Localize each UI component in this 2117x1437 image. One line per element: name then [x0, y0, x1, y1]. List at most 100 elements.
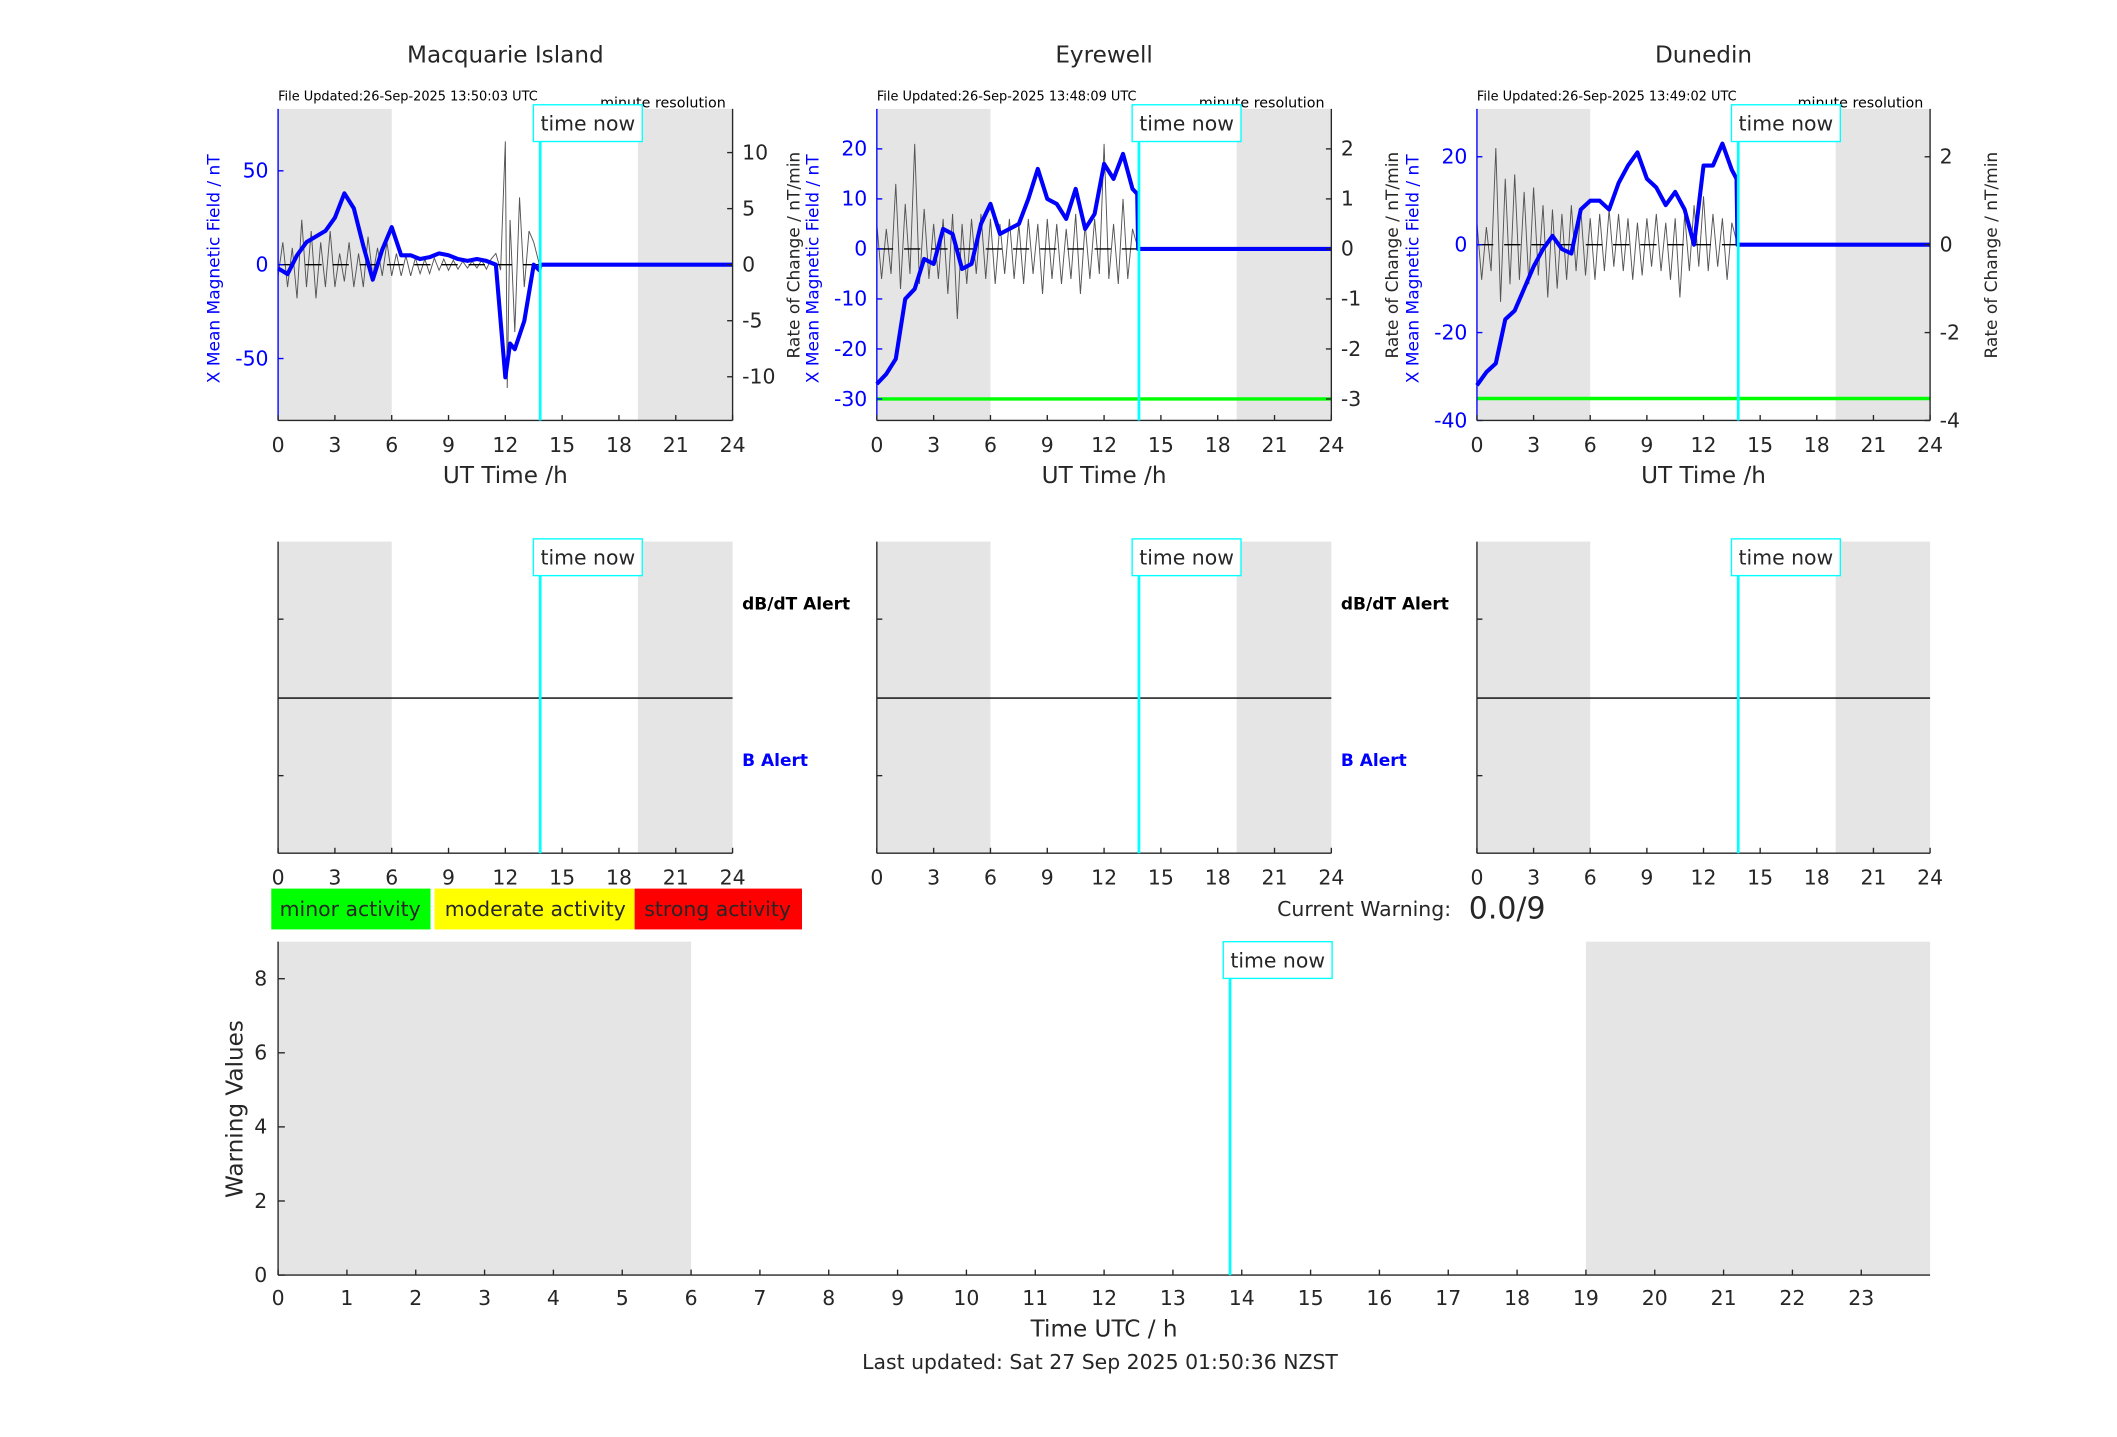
dbdt-alert-label: dB/dT Alert — [1341, 595, 1449, 615]
x-axis-label: UT Time /h — [1042, 463, 1167, 489]
x-tick-label: 0 — [870, 866, 883, 890]
x-tick-label: 0 — [1470, 866, 1483, 890]
y-tick-label: 8 — [254, 967, 267, 991]
x-tick-label: 6 — [685, 1286, 698, 1310]
y-axis-label: X Mean Magnetic Field / nT — [1403, 154, 1423, 384]
x-tick-label: 1 — [340, 1286, 353, 1310]
x-tick-label: 4 — [547, 1286, 560, 1310]
y2-tick-label: -2 — [1341, 337, 1361, 361]
time-now-label: time now — [540, 546, 635, 570]
x-tick-label: 15 — [549, 433, 575, 457]
legend-minor-swatch — [271, 888, 431, 930]
night-shading — [278, 941, 692, 1276]
y2-tick-label: 5 — [742, 196, 755, 220]
y-axis-label: Warning Values — [223, 1020, 249, 1198]
x-tick-label: 3 — [328, 866, 341, 890]
x-tick-label: 5 — [616, 1286, 629, 1310]
night-shading — [1585, 941, 1931, 1276]
dbdt-alert-label: dB/dT Alert — [742, 595, 850, 615]
x-tick-label: 15 — [549, 866, 575, 890]
y2-tick-label: -10 — [742, 365, 775, 389]
x-tick-label: 24 — [1917, 866, 1943, 890]
x-tick-label: 12 — [1091, 1286, 1117, 1310]
x-tick-label: 15 — [1747, 433, 1773, 457]
x-tick-label: 2 — [409, 1286, 422, 1310]
x-tick-label: 10 — [953, 1286, 979, 1310]
x-tick-label: 18 — [1504, 1286, 1530, 1310]
y2-tick-label: 1 — [1341, 187, 1354, 211]
time-now-box — [1222, 940, 1333, 980]
y2-tick-label: 10 — [742, 140, 768, 164]
legend-strong-label: strong activity — [644, 897, 791, 921]
x-tick-label: 18 — [606, 433, 632, 457]
x-tick-label: 17 — [1435, 1286, 1461, 1310]
y2-axis-label: Rate of Change / nT/min — [1982, 152, 2002, 359]
y2-tick-label: 2 — [1341, 137, 1354, 161]
x-tick-label: 21 — [1262, 866, 1288, 890]
x-tick-label: 18 — [1205, 866, 1231, 890]
y2-tick-label: 2 — [1940, 145, 1953, 169]
time-now-box — [532, 104, 643, 143]
file-updated-text: File Updated:26-Sep-2025 13:48:09 UTC — [877, 90, 1137, 105]
magnetic-field-line — [1475, 141, 1931, 387]
x-tick-label: 15 — [1298, 1286, 1324, 1310]
y-axis-label: X Mean Magnetic Field / nT — [803, 154, 823, 384]
x-tick-label: 6 — [385, 866, 398, 890]
x-tick-label: 3 — [927, 433, 940, 457]
activity-legend: minor activity moderate activity strong … — [271, 888, 802, 930]
y2-tick-label: -4 — [1940, 408, 1960, 432]
x-tick-label: 24 — [1318, 433, 1344, 457]
x-tick-label: 24 — [720, 433, 746, 457]
x-tick-label: 24 — [720, 866, 746, 890]
y-tick-label: 4 — [254, 1115, 267, 1139]
x-tick-label: 9 — [442, 866, 455, 890]
x-tick-label: 12 — [1091, 433, 1117, 457]
x-tick-label: 18 — [1804, 433, 1830, 457]
y-tick-label: -40 — [1434, 408, 1467, 432]
x-tick-label: 6 — [385, 433, 398, 457]
x-tick-label: 20 — [1642, 1286, 1668, 1310]
x-axis-label: UT Time /h — [1641, 463, 1766, 489]
x-tick-label: 3 — [1527, 433, 1540, 457]
x-axis-label: UT Time /h — [443, 463, 568, 489]
legend-moderate-label: moderate activity — [445, 897, 626, 921]
y-tick-label: 0 — [854, 237, 867, 261]
y2-axis-label: Rate of Change / nT/min — [784, 152, 804, 359]
time-now-box — [532, 538, 643, 577]
y-tick-label: 10 — [841, 187, 867, 211]
x-tick-label: 8 — [822, 1286, 835, 1310]
y2-tick-label: -5 — [742, 309, 762, 333]
y-tick-label: 0 — [254, 1263, 267, 1287]
x-tick-label: 21 — [1711, 1286, 1737, 1310]
x-tick-label: 3 — [328, 433, 341, 457]
y-tick-label: 20 — [1441, 145, 1467, 169]
x-tick-label: 23 — [1848, 1286, 1874, 1310]
legend-moderate-swatch — [434, 888, 635, 930]
legend-minor-label: minor activity — [280, 897, 421, 921]
time-now-label: time now — [540, 112, 635, 136]
current-warning-label: Current Warning: — [1277, 897, 1451, 921]
x-tick-label: 3 — [1527, 866, 1540, 890]
y-tick-label: -20 — [834, 337, 867, 361]
magnetic-field-line — [875, 151, 1332, 386]
y-tick-label: 0 — [256, 252, 269, 276]
chart-title: Dunedin — [1655, 43, 1752, 69]
x-tick-label: 9 — [1041, 866, 1054, 890]
chart-title: Eyrewell — [1055, 43, 1153, 69]
y2-tick-label: -2 — [1940, 320, 1960, 344]
x-tick-label: 21 — [1860, 433, 1886, 457]
y-tick-label: -10 — [834, 287, 867, 311]
x-tick-label: 24 — [1318, 866, 1344, 890]
time-now-box — [1730, 538, 1841, 577]
magnetic-field-line — [277, 191, 733, 380]
x-tick-label: 6 — [1584, 866, 1597, 890]
y-tick-label: -20 — [1434, 320, 1467, 344]
y-tick-label: 6 — [254, 1041, 267, 1065]
y-tick-label: 2 — [254, 1189, 267, 1213]
time-now-box — [1730, 104, 1841, 143]
y-tick-label: 20 — [841, 137, 867, 161]
chart-panel-6 — [278, 941, 1931, 1276]
x-tick-label: 24 — [1917, 433, 1943, 457]
time-now-label: time now — [1739, 546, 1834, 570]
x-tick-label: 9 — [1640, 433, 1653, 457]
